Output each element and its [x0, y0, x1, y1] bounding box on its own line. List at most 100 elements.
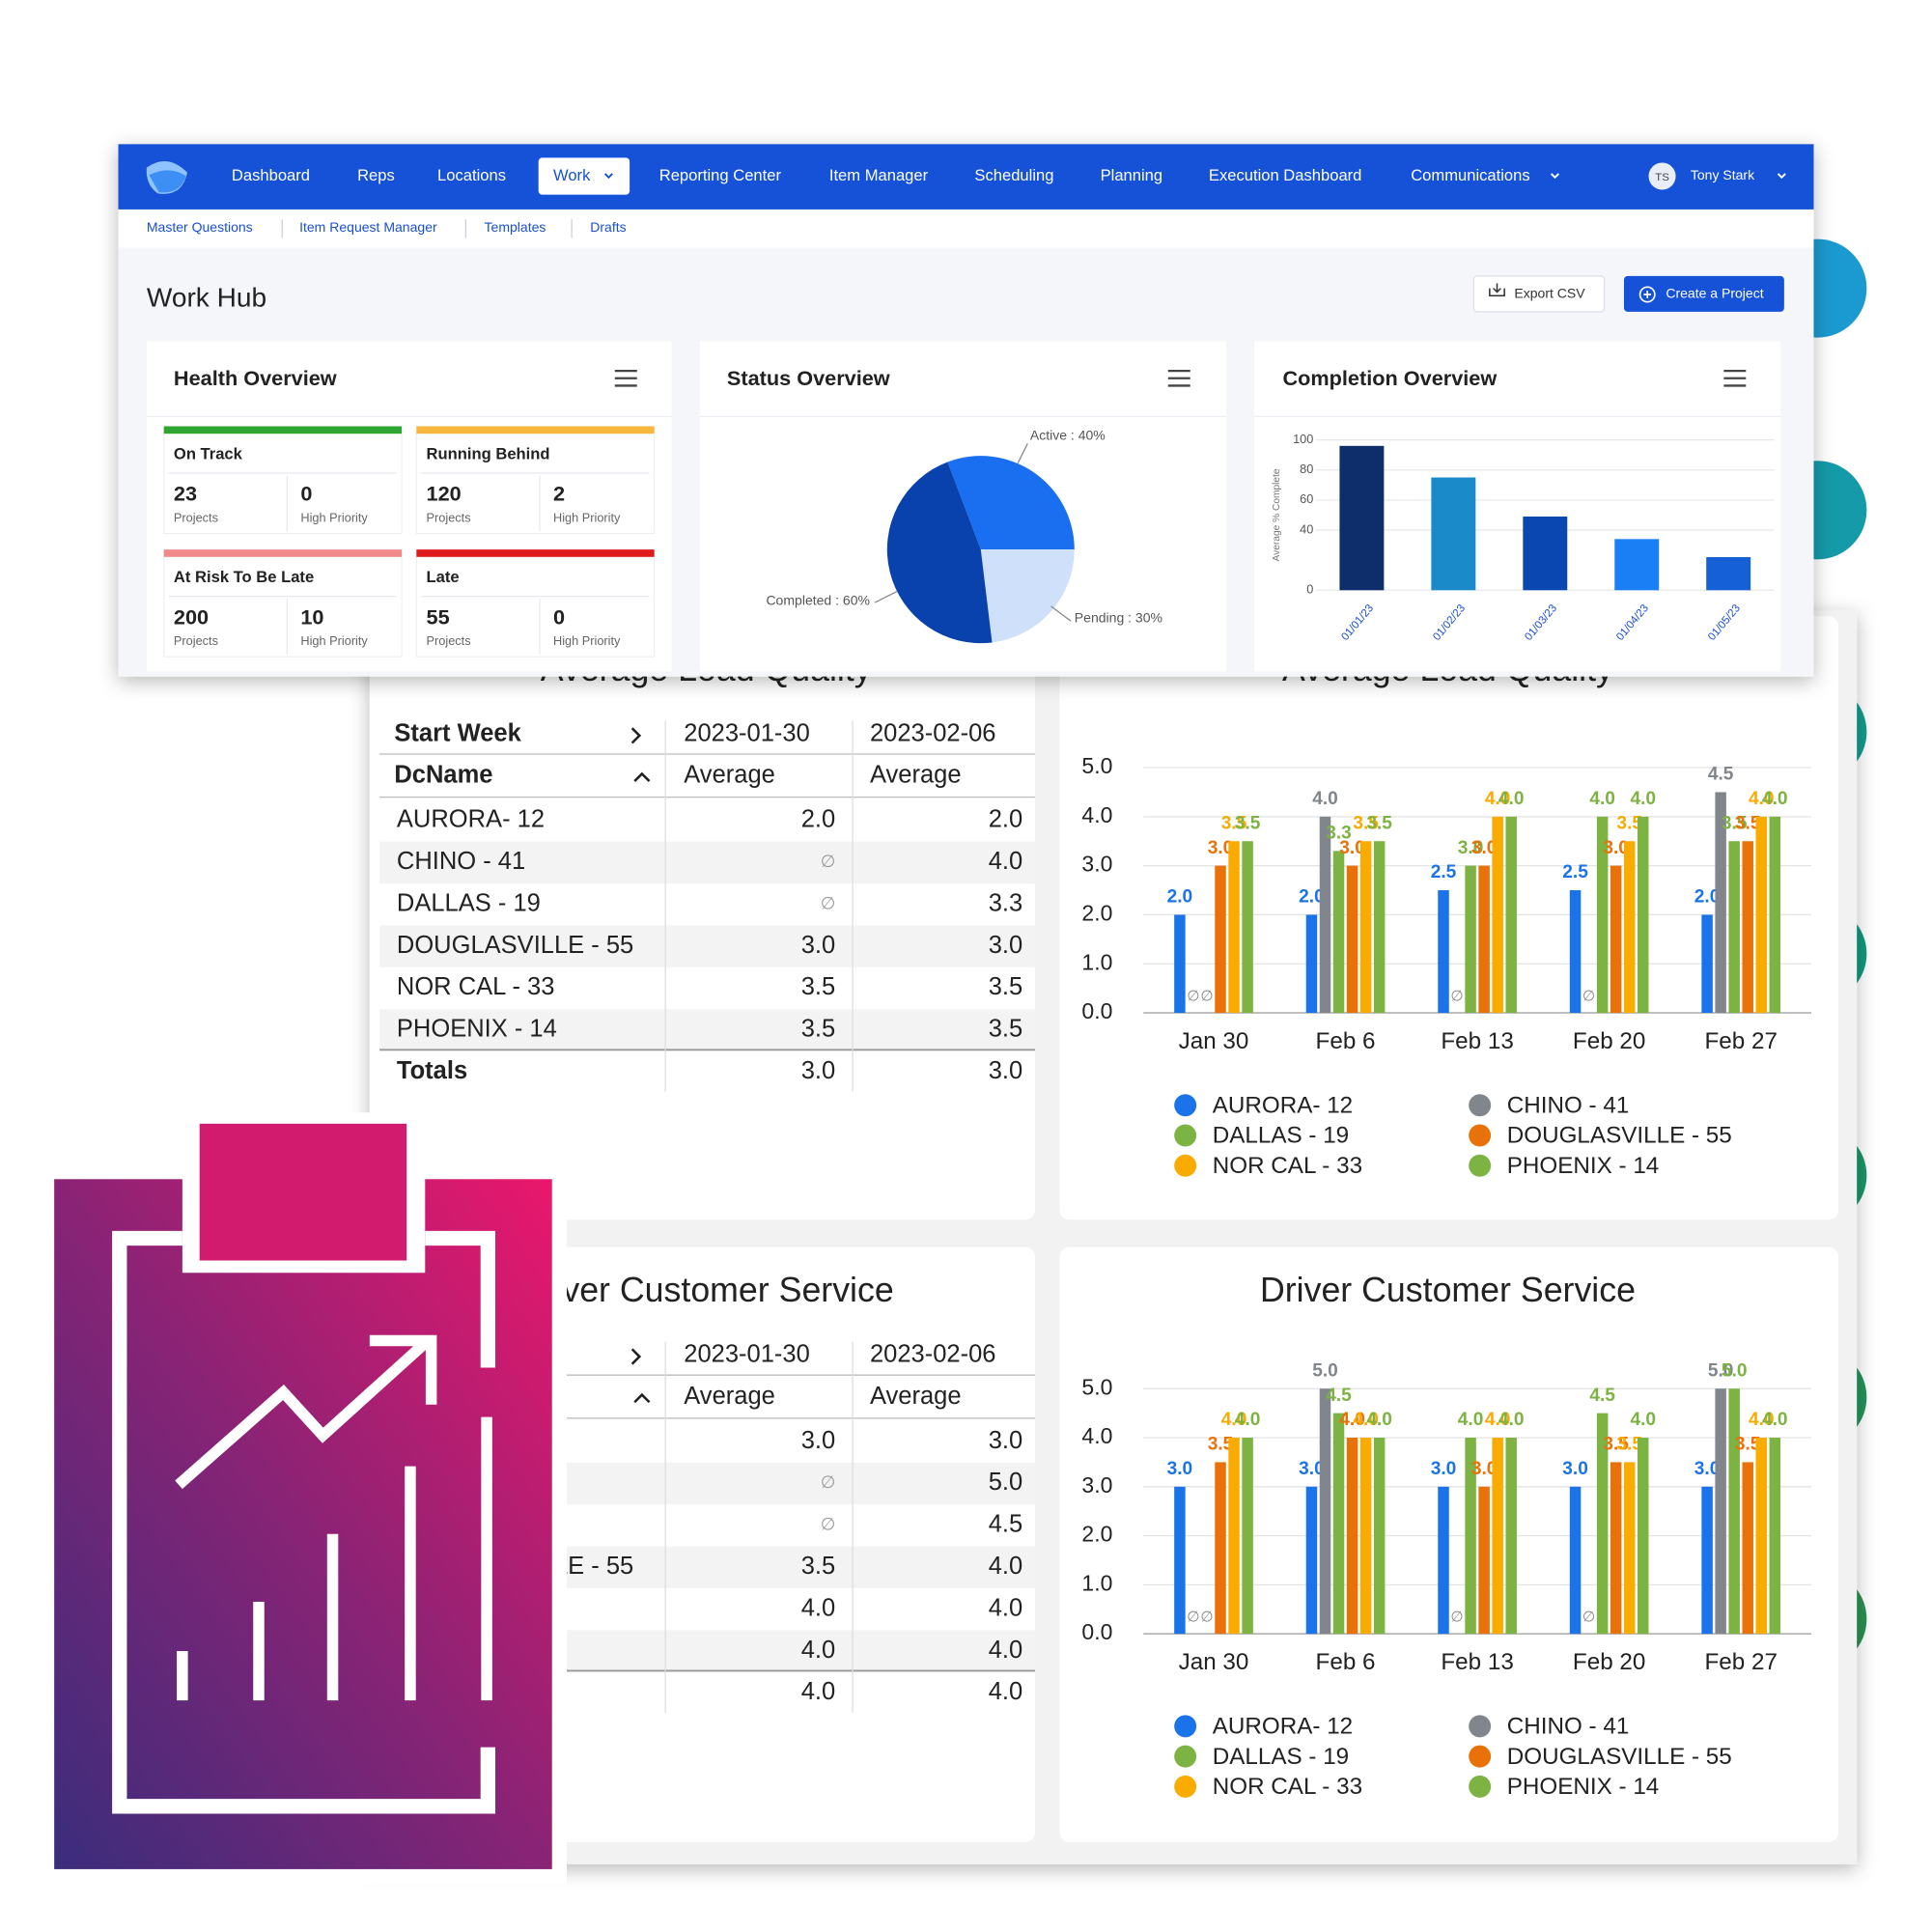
report-icon: [49, 1112, 568, 1885]
nav-item[interactable]: Reps: [357, 166, 395, 184]
leader-line: [1017, 443, 1028, 464]
cell: 3.0: [989, 1427, 1022, 1454]
data-label: 4.0: [1630, 789, 1656, 809]
menu-icon[interactable]: [614, 369, 1747, 387]
legend-label: AURORA- 12: [1213, 1092, 1353, 1118]
card-title: Status Overview: [727, 366, 890, 390]
cell: 3.5: [801, 1016, 835, 1043]
cell: 3.0: [801, 932, 835, 959]
count-label: Projects: [427, 633, 471, 648]
row-label: NOR CAL - 33: [397, 973, 555, 1000]
nav-item[interactable]: Reporting Center: [659, 166, 782, 184]
y-tick-label: 3.0: [1081, 1472, 1112, 1498]
create-button[interactable]: [1623, 275, 1784, 312]
bar: [1715, 792, 1726, 1013]
cell: 4.0: [801, 1594, 835, 1621]
data-label: 3.0: [1562, 1459, 1588, 1479]
card-title: Completion Overview: [1282, 366, 1497, 390]
bar: [1478, 1486, 1490, 1635]
y-tick-label: 1.0: [1081, 949, 1112, 974]
cell: 5.0: [989, 1469, 1022, 1496]
subnav-item[interactable]: Drafts: [590, 219, 626, 235]
slice-label: Pending : 30%: [1075, 609, 1162, 625]
nav-item[interactable]: Work: [553, 166, 591, 184]
export-button[interactable]: [1472, 275, 1606, 313]
bar: [1339, 445, 1385, 591]
count: 2: [553, 482, 565, 506]
null-cell: ∅: [821, 1472, 836, 1492]
legend-label: DALLAS - 19: [1213, 1744, 1349, 1770]
count-label: Projects: [174, 633, 218, 648]
null-marker: ∅: [1582, 988, 1595, 1004]
row-label: Totals: [397, 1057, 467, 1084]
avatar[interactable]: [1648, 162, 1676, 190]
data-label: 4.0: [1762, 789, 1788, 809]
row-label: PHOENIX - 14: [397, 1016, 557, 1043]
data-label: 3.0: [1458, 838, 1484, 858]
data-label: 3.0: [1694, 1459, 1721, 1479]
bar: [1755, 816, 1767, 1013]
nav-item[interactable]: Dashboard: [232, 166, 310, 184]
legend-swatch: [1469, 1124, 1492, 1147]
nav-item[interactable]: Execution Dashboard: [1209, 166, 1362, 184]
data-label: 3.0: [1299, 1459, 1325, 1479]
chart-title: Driver Customer Service: [1260, 1271, 1636, 1309]
data-label: 3.0: [1471, 838, 1498, 858]
bar: [1332, 1413, 1345, 1635]
null-marker: ∅: [1200, 988, 1213, 1004]
nav-item[interactable]: Locations: [437, 166, 506, 184]
nav-item[interactable]: Item Manager: [829, 166, 929, 184]
bar: [1319, 1388, 1331, 1635]
count-label: High Priority: [553, 511, 621, 525]
bar: [1701, 914, 1713, 1013]
data-label: 3.3: [1326, 824, 1352, 844]
bar: [1305, 914, 1318, 1013]
data-label: 3.0: [1167, 1459, 1193, 1479]
null-marker: ∅: [1187, 988, 1199, 1004]
legend-label: DOUGLASVILLE - 55: [1507, 1123, 1732, 1149]
user-name[interactable]: Tony Stark: [1691, 167, 1755, 182]
y-tick-label: 5.0: [1081, 753, 1112, 778]
bar: [1505, 816, 1517, 1013]
subnav-item[interactable]: Item Request Manager: [299, 219, 437, 235]
data-label: 5.0: [1312, 1360, 1338, 1381]
data-label: 4.0: [1762, 1410, 1788, 1430]
nav-item[interactable]: Communications: [1411, 166, 1529, 184]
subnav-item[interactable]: Templates: [485, 219, 546, 235]
data-label: 3.5: [1221, 813, 1247, 833]
header-cell: 2023-02-06: [870, 1340, 996, 1367]
bar: [1431, 477, 1476, 591]
bar: [1769, 816, 1781, 1013]
bar: [1228, 1438, 1240, 1635]
null-marker: ∅: [1450, 1610, 1463, 1626]
x-tick-label: Feb 13: [1441, 1028, 1513, 1054]
subnav-item[interactable]: Master Questions: [147, 219, 253, 235]
cell: 3.5: [989, 1016, 1022, 1043]
nav-active[interactable]: [538, 157, 630, 195]
row-label: CHINO - 41: [397, 848, 525, 875]
bar: [1505, 1438, 1517, 1635]
card-title: Health Overview: [174, 366, 337, 390]
data-label: 4.0: [1485, 1410, 1511, 1430]
data-label: 2.0: [1299, 887, 1325, 908]
work-hub-window: Dashboard Reps Locations Work Reporting …: [118, 144, 1814, 677]
nav-item[interactable]: Scheduling: [974, 166, 1053, 184]
chevron: [633, 1392, 651, 1404]
data-label: 4.5: [1326, 1386, 1352, 1406]
nav-item[interactable]: Planning: [1101, 166, 1163, 184]
legend-label: PHOENIX - 14: [1507, 1153, 1660, 1179]
bar: [1492, 816, 1503, 1013]
bar: [1569, 890, 1582, 1013]
bar: [1305, 1486, 1318, 1635]
data-label: 4.0: [1339, 1410, 1365, 1430]
leader-line: [1050, 605, 1072, 622]
null-marker: ∅: [1450, 988, 1463, 1004]
null-cell: ∅: [821, 1515, 836, 1534]
table-title: Driver Customer Service: [518, 1271, 894, 1309]
data-label: 4.5: [1589, 1386, 1615, 1406]
null-marker: ∅: [1187, 1610, 1199, 1626]
y-tick-label: 3.0: [1081, 852, 1112, 877]
data-label: 3.5: [1722, 813, 1748, 833]
bar: [1478, 865, 1490, 1013]
legend-label: CHINO - 41: [1507, 1714, 1630, 1740]
